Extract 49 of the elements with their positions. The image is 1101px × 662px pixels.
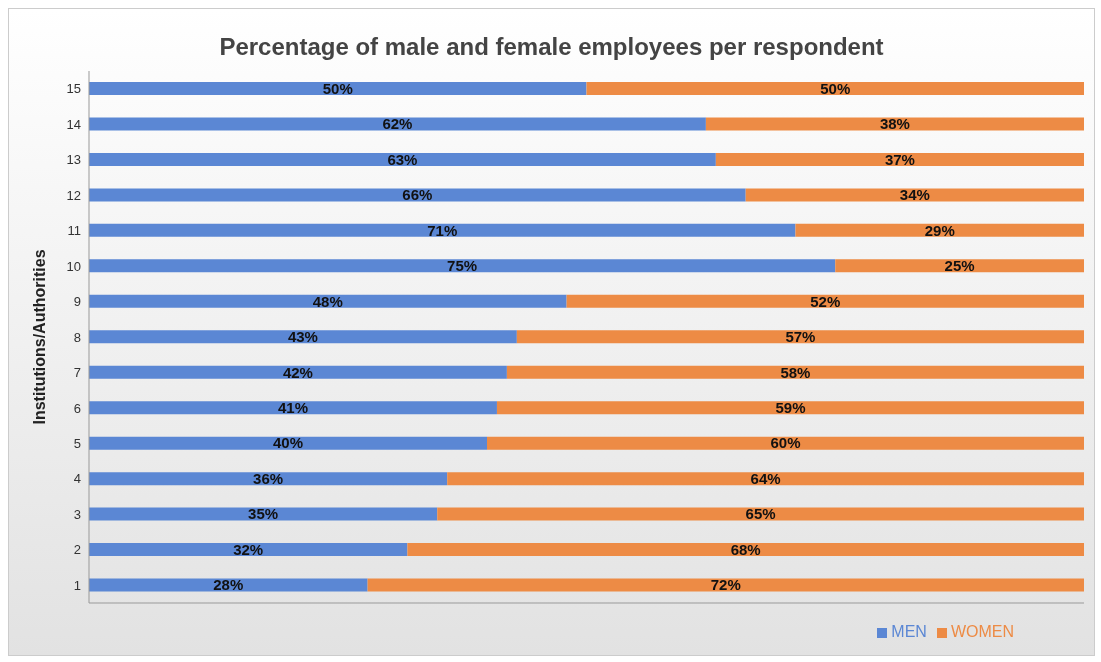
data-label: 25% (944, 257, 975, 275)
y-tick-label: 11 (67, 223, 81, 239)
data-label: 58% (780, 363, 811, 381)
data-label: 71% (427, 221, 458, 239)
data-label: 36% (253, 469, 284, 487)
y-tick-label: 6 (73, 400, 81, 416)
y-tick-label: 13 (66, 152, 81, 168)
data-label: 65% (745, 505, 776, 523)
data-label: 40% (272, 434, 304, 452)
y-tick-label: 9 (73, 294, 81, 310)
data-label: 66% (402, 186, 433, 204)
y-tick-label: 7 (73, 365, 81, 381)
data-label: 48% (312, 292, 343, 310)
y-tick-label: 14 (66, 116, 81, 132)
data-label: 59% (775, 399, 806, 417)
data-label: 52% (810, 292, 841, 310)
y-axis-title: Institutions/Authorities (30, 249, 48, 425)
data-label: 72% (710, 576, 741, 594)
data-label: 34% (899, 186, 930, 204)
data-label: 37% (884, 150, 915, 168)
chart-title: Percentage of male and female employees per respondent (218, 32, 885, 61)
y-tick-label: 15 (66, 81, 81, 97)
y-tick-label: 2 (73, 542, 81, 558)
y-tick-label: 10 (66, 258, 81, 274)
data-label: 50% (820, 79, 851, 97)
data-label: 43% (287, 328, 318, 346)
data-label: 57% (785, 328, 816, 346)
data-label: 63% (387, 150, 418, 168)
data-label: 35% (248, 505, 279, 523)
y-tick-label: 5 (73, 436, 81, 452)
data-label: 75% (447, 257, 478, 275)
data-label: 38% (879, 115, 910, 133)
data-label: 42% (282, 363, 313, 381)
data-label: 60% (770, 434, 801, 452)
data-label: 32% (233, 540, 264, 558)
legend-label: WOMEN (950, 623, 1014, 640)
y-tick-label: 1 (73, 577, 81, 593)
legend-label: MEN (891, 623, 927, 640)
data-label: 62% (382, 115, 413, 133)
data-label: 29% (924, 221, 955, 239)
y-tick-label: 8 (73, 329, 81, 345)
y-tick-label: 3 (73, 506, 81, 522)
y-tick-label: 4 (73, 471, 81, 487)
data-label: 41% (277, 399, 308, 417)
data-label: 64% (750, 469, 781, 487)
data-label: 68% (730, 540, 761, 558)
data-label: 28% (213, 576, 244, 594)
data-label: 50% (322, 79, 353, 97)
y-tick-label: 12 (66, 187, 81, 203)
